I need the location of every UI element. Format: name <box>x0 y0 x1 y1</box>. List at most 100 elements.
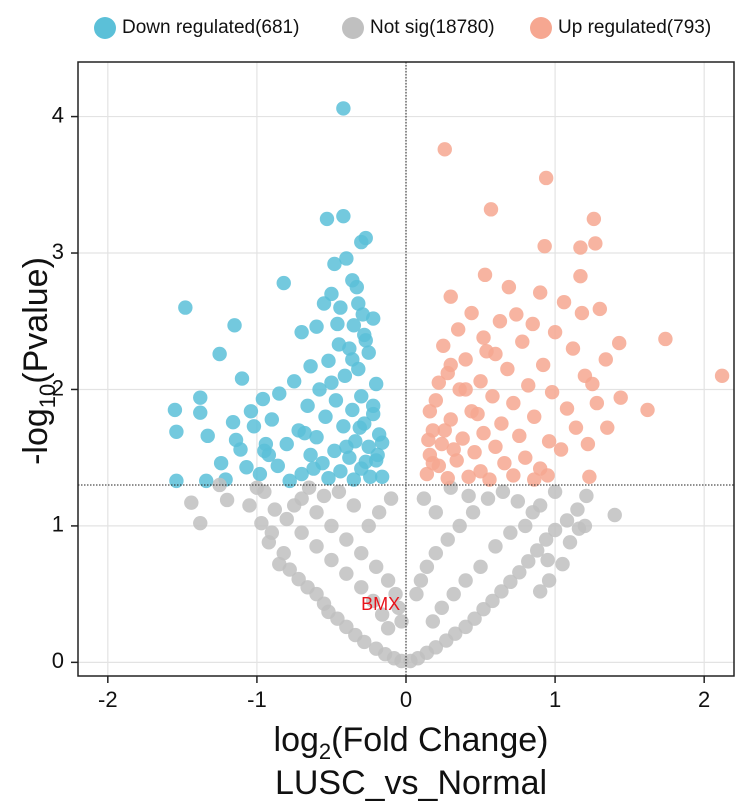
data-point <box>342 450 357 465</box>
data-point <box>488 439 503 454</box>
data-point <box>388 586 403 602</box>
data-point <box>345 352 360 367</box>
data-point <box>270 458 285 474</box>
data-point <box>346 498 362 513</box>
data-point <box>321 353 336 369</box>
data-point <box>480 491 496 506</box>
data-point <box>483 202 499 217</box>
data-point <box>485 593 500 609</box>
data-point <box>361 518 376 534</box>
chart-subtitle: LUSC_vs_Normal <box>275 764 547 802</box>
data-point <box>354 234 369 250</box>
data-point <box>494 584 509 599</box>
data-point <box>449 453 464 468</box>
data-point <box>431 375 446 390</box>
x-axis: -2 -1 0 1 2 <box>98 676 710 712</box>
x-axis-title: log2(Fold Change) <box>274 721 549 764</box>
data-point <box>349 279 364 295</box>
data-point <box>515 334 530 349</box>
data-point <box>506 395 521 411</box>
data-point <box>565 341 581 356</box>
data-point <box>363 469 378 484</box>
data-point <box>301 480 317 495</box>
data-point <box>339 566 354 581</box>
y-tick-label: 4 <box>52 102 64 127</box>
data-point <box>276 275 291 291</box>
x-tick-label: 2 <box>698 687 710 712</box>
data-point <box>512 428 527 444</box>
data-point <box>510 494 526 509</box>
data-point <box>436 338 451 354</box>
data-point <box>358 333 373 348</box>
legend-label: Up regulated(793) <box>558 17 711 38</box>
data-point <box>521 378 536 393</box>
data-point <box>570 502 585 517</box>
data-point <box>264 525 280 540</box>
data-point <box>488 539 503 554</box>
data-point <box>503 574 518 590</box>
data-point <box>538 170 554 186</box>
data-point <box>658 331 673 347</box>
data-point <box>286 498 302 513</box>
data-point <box>495 484 511 499</box>
data-point <box>337 368 353 384</box>
data-point <box>586 211 602 227</box>
data-point <box>339 439 354 454</box>
data-point <box>374 469 390 484</box>
data-point <box>476 330 491 345</box>
data-point <box>361 345 376 360</box>
data-point <box>562 535 578 550</box>
data-point <box>346 318 362 333</box>
data-point <box>300 398 315 414</box>
data-point <box>276 546 291 561</box>
y-tick-label: 2 <box>52 375 64 400</box>
data-point <box>342 341 357 356</box>
data-point <box>374 435 390 450</box>
data-point <box>321 470 336 486</box>
data-point <box>492 314 508 329</box>
data-point <box>324 375 339 390</box>
data-point <box>428 393 444 408</box>
data-point <box>267 502 282 517</box>
data-point <box>419 559 435 575</box>
data-point <box>282 473 297 489</box>
data-point <box>193 390 208 405</box>
data-point <box>437 142 452 157</box>
data-point <box>544 384 560 400</box>
data-point <box>193 515 208 531</box>
data-point <box>440 470 455 486</box>
threshold-lines <box>78 62 734 676</box>
data-point <box>535 357 551 373</box>
data-point <box>366 398 381 414</box>
data-point <box>272 386 287 401</box>
data-point <box>503 525 518 540</box>
data-point <box>485 389 500 404</box>
data-point <box>246 419 262 434</box>
data-point <box>464 305 479 321</box>
data-point <box>470 406 485 422</box>
data-point <box>640 402 655 418</box>
data-point <box>380 621 396 636</box>
data-point <box>573 240 588 255</box>
data-point <box>297 425 312 441</box>
data-point <box>467 611 482 626</box>
data-point <box>368 376 384 392</box>
data-point <box>607 507 622 523</box>
data-point <box>512 565 527 580</box>
data-point <box>178 300 193 315</box>
data-point <box>592 301 608 317</box>
data-point <box>425 614 441 629</box>
data-point <box>477 267 493 283</box>
data-point <box>352 420 367 435</box>
data-point <box>303 359 318 374</box>
data-point <box>446 442 461 457</box>
data-point <box>193 405 208 420</box>
data-point <box>200 428 215 444</box>
data-point <box>258 436 274 452</box>
data-point <box>357 634 372 650</box>
data-point <box>612 335 627 351</box>
data-point <box>537 239 552 254</box>
data-point <box>494 416 509 431</box>
data-point <box>354 389 369 404</box>
data-point <box>286 374 302 389</box>
